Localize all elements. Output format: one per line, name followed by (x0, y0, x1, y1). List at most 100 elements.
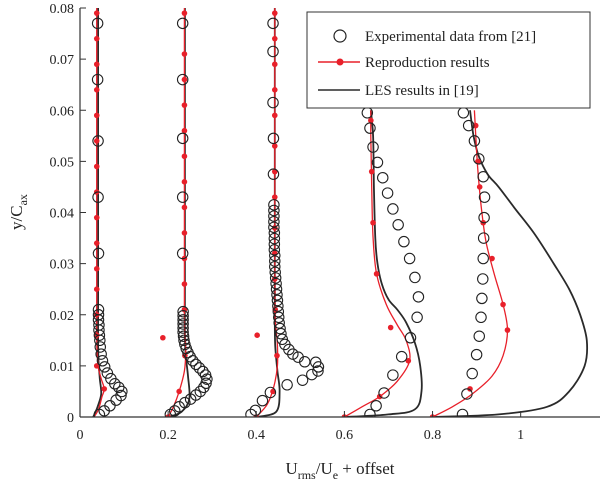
experimental-point (473, 330, 486, 342)
x-axis-title: Urms/Ue + offset (285, 459, 394, 482)
reproduction-point (160, 334, 166, 341)
experimental-point (306, 368, 318, 381)
reproduction-point (271, 10, 278, 16)
experimental-point (478, 211, 490, 224)
experimental-point (176, 247, 189, 260)
plot-series (91, 8, 589, 417)
experimental-point (177, 318, 189, 330)
experimental-point (177, 310, 189, 322)
experimental-point (177, 330, 190, 342)
experimental-point (199, 369, 212, 381)
experimental-point (179, 338, 191, 351)
experimental-point (268, 199, 280, 211)
experimental-point (178, 334, 190, 347)
reproduction-point (274, 352, 280, 359)
experimental-point (387, 369, 399, 381)
reproduction-curve (93, 8, 105, 417)
experimental-point (268, 227, 281, 239)
experimental-point (392, 219, 404, 231)
experimental-point (105, 372, 117, 385)
experimental-point (177, 305, 189, 318)
experimental-point (267, 132, 280, 145)
experimental-point (272, 305, 285, 318)
experimental-point (274, 322, 286, 335)
experimental-point (268, 238, 281, 250)
experimental-point (268, 244, 281, 256)
reproduction-point (93, 87, 100, 93)
experimental-point (176, 191, 189, 203)
experimental-point (367, 141, 379, 153)
reproduction-point (93, 138, 100, 144)
reproduction-point (181, 230, 188, 236)
experimental-point (92, 303, 105, 316)
experimental-point (403, 252, 416, 265)
x-tick-label: 1 (517, 428, 524, 443)
experimental-point (477, 273, 489, 285)
experimental-point (411, 311, 423, 324)
experimental-point (281, 379, 293, 391)
reproduction-point (181, 76, 188, 83)
experimental-point (477, 232, 490, 244)
y-tick-label: 0.05 (50, 155, 75, 170)
legend-marker-reproduction (336, 58, 344, 66)
reproduction-point (181, 102, 188, 108)
experimental-point (268, 221, 280, 234)
reproduction-point (500, 301, 506, 308)
experimental-point (267, 45, 279, 58)
experimental-point (404, 332, 417, 344)
experimental-point (173, 401, 185, 413)
experimental-point (95, 348, 107, 360)
experimental-point (264, 386, 277, 399)
experimental-point (270, 283, 283, 295)
experimental-point (269, 272, 282, 284)
y-tick-label: 0.03 (50, 258, 75, 273)
reproduction-point (181, 127, 188, 134)
reproduction-point (472, 122, 479, 129)
reproduction-point (368, 168, 375, 175)
experimental-point (268, 210, 280, 222)
experimental-point (179, 396, 191, 409)
experimental-point (310, 356, 322, 369)
reproduction-point (181, 10, 188, 16)
experimental-point (462, 119, 475, 132)
reproduction-point (489, 255, 495, 262)
legend-label-les: LES results in [19] (365, 83, 479, 99)
experimental-point (370, 400, 382, 412)
experimental-point (268, 232, 281, 245)
reproduction-point (271, 35, 278, 42)
experimental-point (296, 374, 309, 386)
x-tick-label: 0.6 (336, 428, 354, 443)
experimental-point (273, 317, 285, 329)
reproduction-point (476, 184, 483, 190)
experimental-point (312, 365, 324, 377)
reproduction-point (93, 240, 100, 246)
experimental-point (92, 308, 105, 321)
experimental-point (461, 388, 473, 400)
les-curve (344, 110, 423, 417)
experimental-point (194, 385, 207, 398)
experimental-point (364, 408, 376, 417)
experimental-point (477, 252, 489, 265)
experimental-point (409, 271, 421, 284)
y-tick-label: 0.01 (50, 360, 75, 375)
experimental-point (268, 204, 280, 217)
reproduction-point (504, 327, 511, 333)
experimental-point (466, 367, 478, 380)
experimental-point (272, 311, 285, 324)
experimental-point (378, 387, 390, 399)
experimental-point (398, 235, 410, 248)
experimental-point (395, 350, 408, 363)
x-tick-label: 0.2 (159, 428, 177, 443)
experimental-point (267, 168, 280, 180)
experimental-point (249, 404, 262, 417)
reproduction-point (373, 271, 380, 277)
experimental-point (197, 365, 209, 378)
legend-box (306, 11, 591, 109)
reproduction-point (254, 332, 260, 339)
y-tick-label: 0.08 (50, 2, 75, 17)
les-curve (432, 110, 589, 417)
reproduction-point (475, 158, 481, 165)
reproduction-point (181, 153, 188, 160)
experimental-point (116, 385, 128, 398)
